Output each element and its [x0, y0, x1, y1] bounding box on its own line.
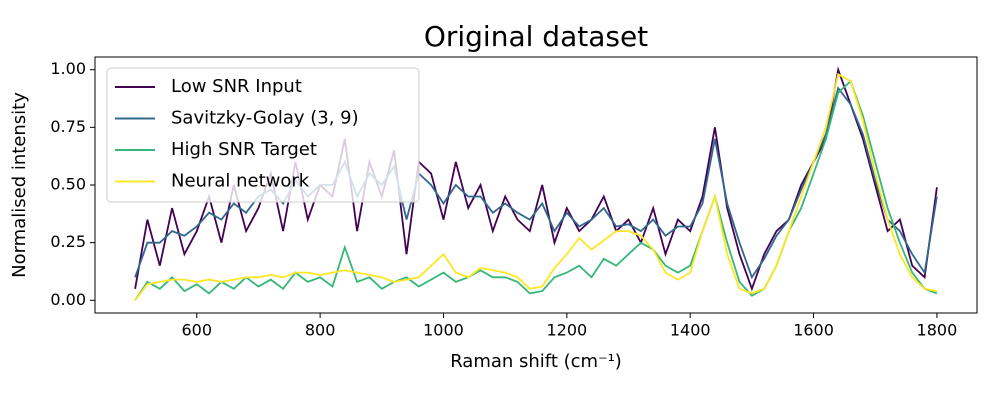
- legend-box: [106, 67, 420, 203]
- x-tick-label: 1400: [670, 321, 711, 340]
- legend-label: Neural network: [171, 171, 310, 192]
- x-axis-label: Raman shift (cm⁻¹): [450, 351, 622, 372]
- y-tick-label: 0.50: [50, 175, 86, 194]
- y-tick-label: 0.25: [50, 232, 86, 251]
- data-line: [134, 72, 938, 301]
- legend-label: Savitzky-Golay (3, 9): [171, 108, 359, 129]
- x-tick-label: 1000: [423, 321, 464, 340]
- x-tick-label: 800: [305, 321, 336, 340]
- legend: Low SNR Input Savitzky-Golay (3, 9) High S…: [106, 67, 420, 203]
- y-tick-label: 0.75: [50, 117, 86, 136]
- legend-label: Low SNR Input: [171, 76, 302, 97]
- y-tick-label: 0.00: [50, 290, 86, 309]
- x-tick-label: 1800: [917, 321, 958, 340]
- legend-label: High SNR Target: [171, 139, 317, 160]
- plot-frame: [94, 56, 978, 314]
- chart-title: Original dataset: [424, 20, 648, 53]
- x-tick-label: 1200: [546, 321, 587, 340]
- x-tick-label: 600: [181, 321, 212, 340]
- y-axis-label: Normalised intensity: [9, 92, 30, 278]
- x-tick-label: 1600: [793, 321, 834, 340]
- y-tick-label: 1.00: [50, 59, 86, 78]
- data-line: [134, 79, 938, 301]
